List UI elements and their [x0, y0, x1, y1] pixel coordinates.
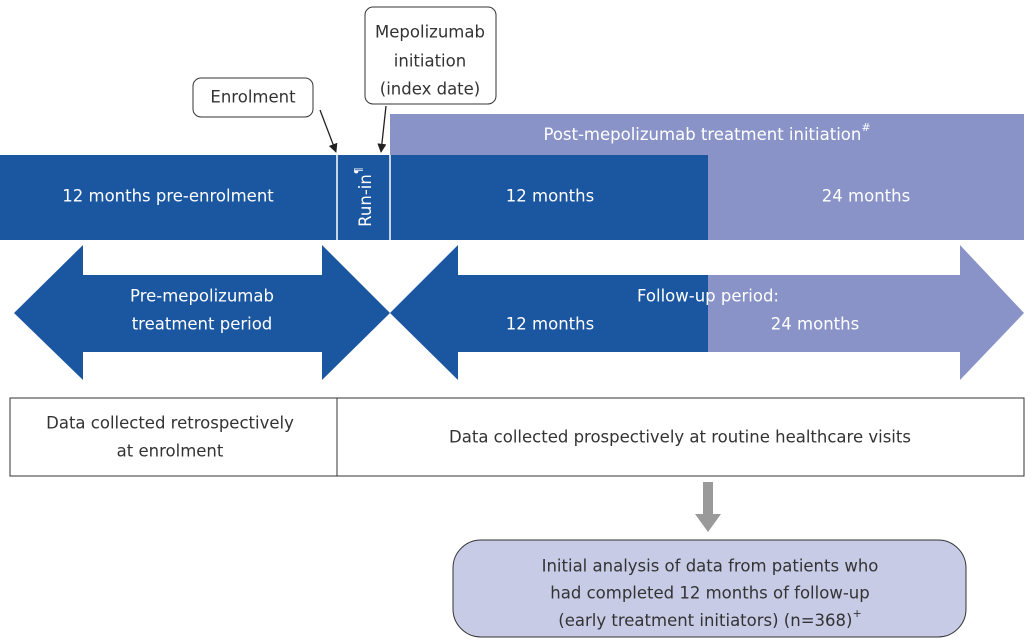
run-in-text: Run-in — [356, 174, 375, 227]
initiation-label: initiation — [394, 52, 466, 71]
analysis-text: (early treatment initiators) (n=368) — [558, 611, 852, 630]
pre-period-label: Pre-mepolizumab — [130, 287, 274, 306]
run-in-mark: ¶ — [352, 167, 365, 174]
follow-24-label: 24 months — [771, 315, 859, 334]
follow-up-arrow — [390, 245, 1024, 380]
analysis-label: (early treatment initiators) (n=368)+ — [558, 607, 861, 630]
analysis-label: had completed 12 months of follow-up — [550, 584, 869, 603]
analysis-mark: + — [852, 607, 861, 620]
timeline-light — [708, 155, 1024, 240]
post-initiation-mark: # — [861, 121, 870, 134]
months-24-label: 24 months — [822, 187, 910, 206]
pre-period-arrow — [14, 245, 390, 380]
retro-label: Data collected retrospectively — [46, 414, 294, 433]
run-in-label: Run-in¶ — [352, 167, 375, 227]
follow-up-label: Follow-up period: — [637, 287, 779, 306]
down-arrow — [695, 482, 721, 532]
prospective-label: Data collected prospectively at routine … — [449, 428, 911, 447]
pre-period-label: treatment period — [132, 315, 273, 334]
initiation-label: (index date) — [380, 80, 480, 99]
enrolment-callout — [192, 77, 314, 118]
initiation-callout — [364, 6, 497, 105]
timeline-dark — [0, 155, 708, 240]
enrolment-label: Enrolment — [210, 88, 296, 107]
initiation-pointer — [377, 105, 387, 153]
post-initiation-bar — [390, 114, 1024, 155]
retro-label: at enrolment — [117, 442, 224, 461]
enrolment-pointer — [319, 109, 338, 153]
initiation-label: Mepolizumab — [375, 23, 485, 42]
analysis-label: Initial analysis of data from patients w… — [542, 557, 879, 576]
post-initiation-label: Post-mepolizumab treatment initiation# — [543, 121, 870, 144]
months-12-label: 12 months — [506, 187, 594, 206]
analysis-box — [452, 539, 967, 638]
post-initiation-text: Post-mepolizumab treatment initiation — [543, 125, 861, 144]
pre-enrolment-label: 12 months pre-enrolment — [62, 187, 274, 206]
follow-12-label: 12 months — [506, 315, 594, 334]
collection-box — [9, 397, 1025, 477]
